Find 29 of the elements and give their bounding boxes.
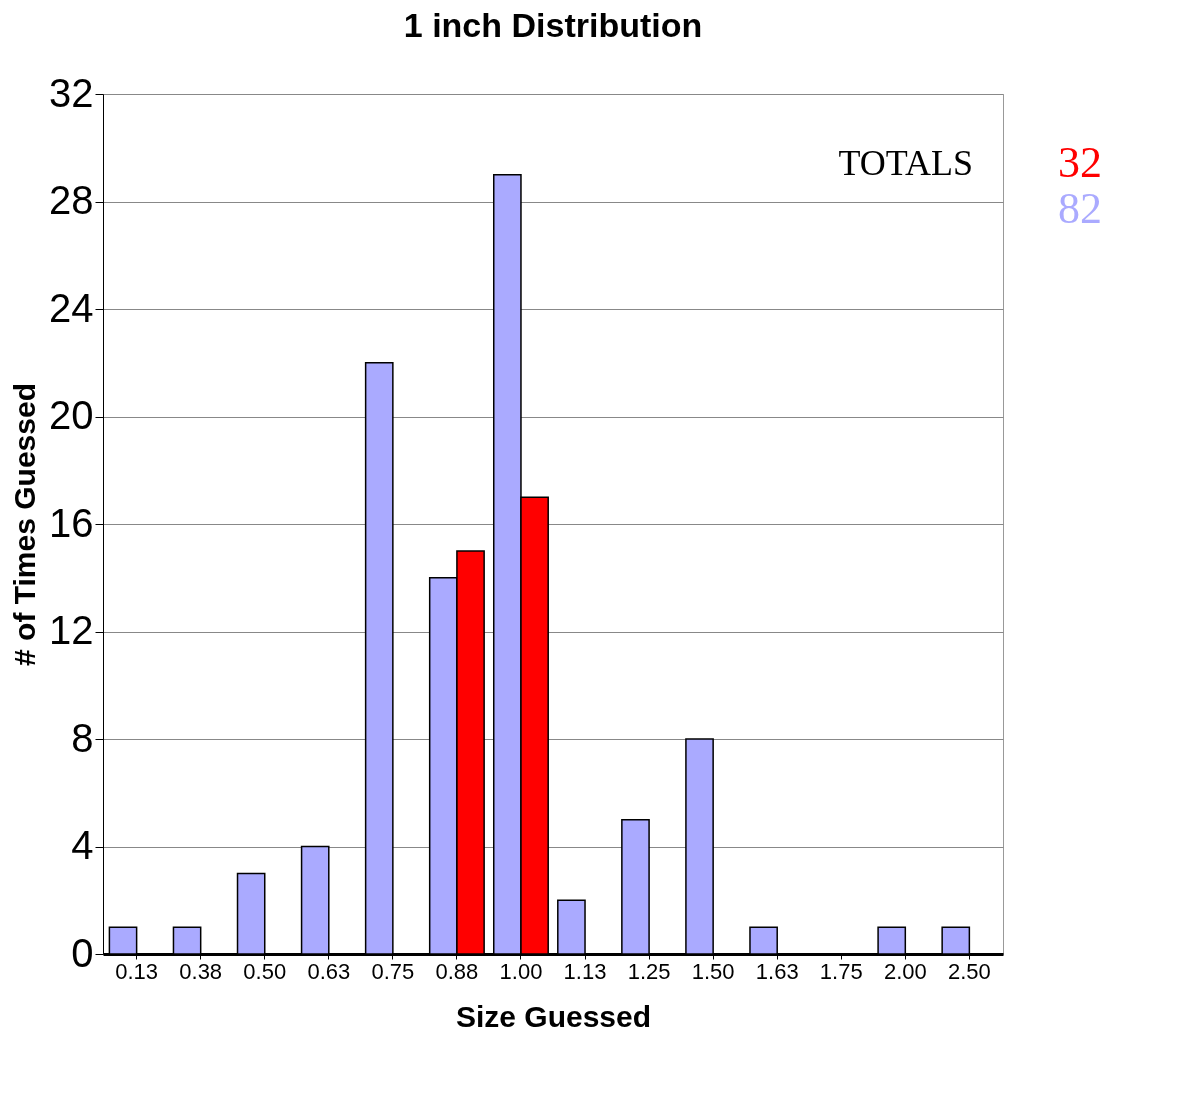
x-tick-label: 1.13 xyxy=(563,958,607,984)
x-tick-label: 0.50 xyxy=(243,958,287,984)
x-tick-label: 1.00 xyxy=(499,958,543,984)
chart-title: 1 inch Distribution xyxy=(403,6,703,44)
text: 32 xyxy=(1058,138,1102,187)
x-tick-label: 2.00 xyxy=(883,958,927,984)
y-tick-label: 24 xyxy=(49,285,94,330)
x-tick-label: 1.50 xyxy=(691,958,735,984)
x-tick-label: 0.63 xyxy=(307,958,351,984)
y-tick-label: 28 xyxy=(49,178,94,222)
y-tick-label: 12 xyxy=(49,608,94,652)
x-tick-label: 0.13 xyxy=(115,958,159,984)
x-tick-label: 1.63 xyxy=(755,958,799,984)
annotation: TOTALS xyxy=(838,143,973,183)
x-tick-label: 1.25 xyxy=(627,958,671,984)
x-tick-label: 0.75 xyxy=(371,958,415,984)
y-tick-label: 8 xyxy=(71,715,94,760)
y-tick-label: 20 xyxy=(49,393,94,437)
x-tick-label: 2.50 xyxy=(947,958,991,984)
y-tick-label: 16 xyxy=(49,500,94,545)
y-tick-label: 32 xyxy=(49,70,94,115)
x-tick-label: 0.88 xyxy=(435,958,479,984)
x-tick-label: 1.75 xyxy=(819,958,863,984)
x-axis-title: Size Guessed xyxy=(455,999,652,1033)
text: 82 xyxy=(1058,184,1102,233)
y-axis-title: # of Times Guessed xyxy=(8,383,42,666)
x-tick-label: 0.38 xyxy=(179,958,223,984)
y-tick-label: 0 xyxy=(71,930,94,975)
y-tick-label: 4 xyxy=(71,823,94,867)
